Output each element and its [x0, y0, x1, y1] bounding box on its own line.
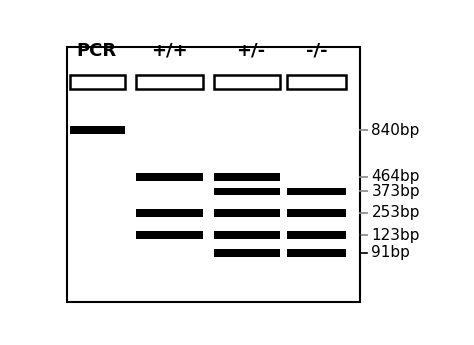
Bar — [137, 209, 202, 217]
Text: 373bp: 373bp — [372, 184, 420, 199]
Bar — [137, 231, 202, 239]
Bar — [137, 173, 202, 181]
Bar — [66, 47, 360, 302]
Bar — [213, 249, 280, 257]
Bar — [137, 75, 202, 89]
Text: 91bp: 91bp — [372, 245, 410, 260]
Bar — [213, 188, 280, 196]
Bar — [287, 231, 346, 239]
Bar — [70, 126, 125, 134]
Bar — [213, 209, 280, 217]
Bar — [287, 249, 346, 257]
Text: 253bp: 253bp — [372, 205, 420, 220]
Text: +/+: +/+ — [151, 42, 188, 60]
Text: 840bp: 840bp — [372, 123, 420, 138]
Text: 464bp: 464bp — [372, 169, 420, 184]
Bar — [213, 75, 280, 89]
Text: -/-: -/- — [306, 42, 327, 60]
Bar — [213, 231, 280, 239]
Bar — [213, 173, 280, 181]
Bar — [287, 75, 346, 89]
Bar — [287, 188, 346, 196]
Text: +/-: +/- — [236, 42, 265, 60]
Text: PCR: PCR — [76, 42, 116, 60]
Bar — [70, 75, 125, 89]
Bar — [287, 209, 346, 217]
Text: 123bp: 123bp — [372, 228, 420, 243]
